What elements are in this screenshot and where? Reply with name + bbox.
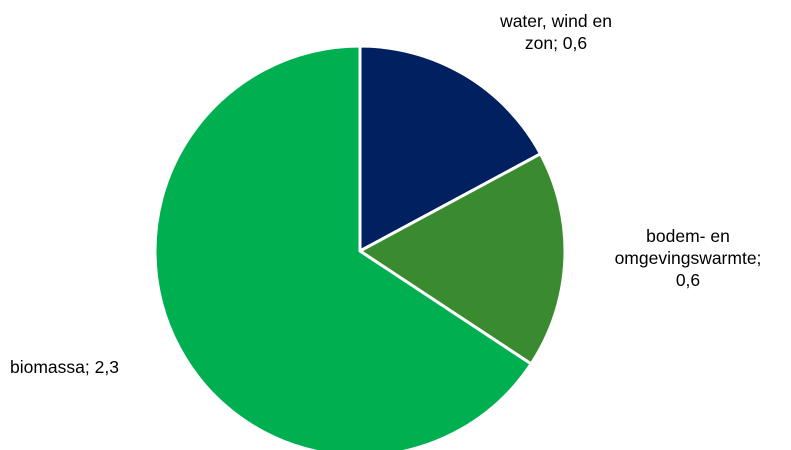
- slice-label-1-line-1: omgevingswarmte;: [615, 248, 762, 268]
- slice-label-2-line-0: biomassa; 2,3: [10, 357, 119, 377]
- slice-label-1-line-0: bodem- en: [646, 226, 730, 246]
- slice-label-0: water, wind en zon; 0,6: [499, 11, 612, 53]
- slice-label-2: biomassa; 2,3: [10, 357, 119, 377]
- pie-labels: water, wind en zon; 0,6 bodem- en omgevings…: [10, 11, 761, 377]
- slice-label-0-line-1: zon; 0,6: [525, 33, 587, 53]
- slice-label-1-line-2: 0,6: [676, 270, 700, 290]
- pie-slices: [153, 44, 567, 450]
- pie-slice-2: [153, 44, 533, 450]
- pie-slice-1: [358, 152, 567, 366]
- slice-label-0-line-0: water, wind en: [499, 11, 612, 31]
- slice-label-1: bodem- en omgevingswarmte; 0,6: [615, 226, 762, 290]
- pie-slice-0: [358, 44, 543, 253]
